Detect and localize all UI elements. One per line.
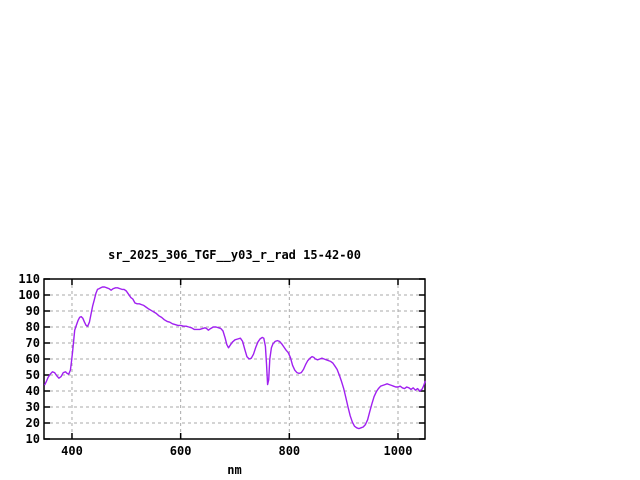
y-tick-label: 90 — [25, 304, 40, 318]
y-tick-label: 100 — [18, 288, 40, 302]
y-tick-label: 10 — [25, 432, 40, 446]
x-tick-label: 400 — [61, 444, 83, 458]
y-tick-label: 50 — [25, 368, 40, 382]
spectrum-line — [44, 286, 426, 430]
x-axis-label: nm — [227, 463, 242, 477]
y-tick-label: 60 — [25, 352, 40, 366]
x-tick-label: 800 — [278, 444, 301, 458]
y-tick-label: 110 — [18, 272, 40, 286]
x-tick-label: 1000 — [383, 444, 413, 458]
chart-title: sr_2025_306_TGF__y03_r_rad 15-42-00 — [108, 248, 361, 262]
y-tick-label: 20 — [25, 416, 40, 430]
y-tick-label: 40 — [25, 384, 40, 398]
y-tick-label: 80 — [25, 320, 40, 334]
y-tick-label: 70 — [25, 336, 40, 350]
x-tick-label: 600 — [169, 444, 192, 458]
plot-border — [43, 278, 426, 440]
y-tick-label: 30 — [25, 400, 40, 414]
